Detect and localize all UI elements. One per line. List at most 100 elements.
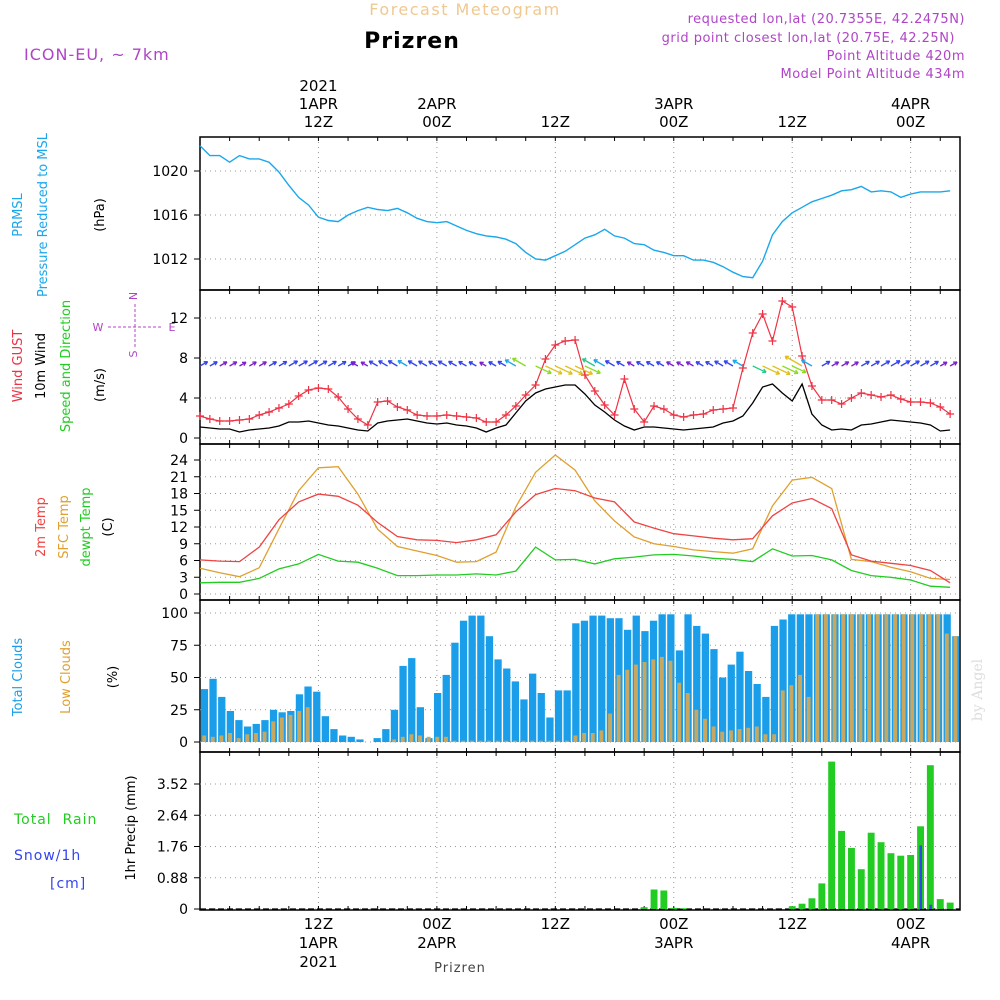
rain-bar <box>946 902 954 909</box>
temp-2m-line <box>199 487 951 584</box>
low-cloud-bar <box>815 614 820 742</box>
top-time-label: 12Z <box>541 113 570 131</box>
low-cloud-bar <box>297 711 302 742</box>
gust-marker <box>521 391 530 399</box>
y-tick-label: 12 <box>170 311 188 327</box>
y-tick-label: 6 <box>179 554 188 570</box>
low-cloud-bar <box>720 731 725 742</box>
wind-arrow-head <box>368 360 374 365</box>
wind-arrow-head <box>322 360 328 365</box>
rain-label: Total Rain <box>13 812 97 828</box>
total-cloud-bar <box>459 620 468 742</box>
low-cloud-bar <box>737 729 742 742</box>
wind-arrow <box>616 360 625 367</box>
total-cloud-bar <box>580 620 589 742</box>
low-cloud-bar <box>884 614 889 742</box>
wind-arrow-head <box>488 361 493 366</box>
wind-arrow <box>488 361 497 367</box>
wind-arrow-shaft <box>880 360 891 367</box>
wind-arrow <box>448 360 457 367</box>
wind-arrow-shaft <box>368 360 378 367</box>
y-tick-label: 0 <box>179 587 188 603</box>
wind-arrow-shaft <box>636 361 645 367</box>
wind-arrow <box>308 360 319 367</box>
wind-arrow-head <box>905 360 911 365</box>
low-cloud-bar <box>634 664 638 742</box>
low-cloud-bar <box>530 740 535 742</box>
gust-marker <box>778 297 787 305</box>
gust-marker <box>807 382 816 390</box>
gust-marker <box>413 411 422 419</box>
wind-arrow <box>831 361 840 367</box>
rain-bar <box>838 830 845 909</box>
wind-arrow-head <box>479 361 484 367</box>
wind-arrow <box>762 365 781 375</box>
low-cloud-bar <box>832 614 837 742</box>
wind-arrow-head <box>407 360 413 365</box>
gust-marker <box>472 414 481 422</box>
gust-marker <box>442 411 451 419</box>
wind-arrow-head <box>915 360 920 365</box>
wind-arrow-head <box>547 369 552 375</box>
bottom-time-label: 12Z <box>778 915 807 933</box>
low-cloud-bar <box>668 660 673 742</box>
wind-arrow <box>666 361 675 367</box>
wind-arrow-head <box>378 360 383 365</box>
wind-arrow <box>337 360 347 367</box>
footer-location: Prizren <box>434 961 486 976</box>
dir-label: Speed and Direction <box>59 300 74 432</box>
wind-arrow-head <box>497 360 502 366</box>
total-cloud-bar <box>347 736 355 742</box>
wind-arrow-shaft <box>870 360 880 367</box>
wind-arrow <box>910 360 920 367</box>
wind-arrow-head <box>437 360 443 365</box>
wind-arrow <box>458 360 467 367</box>
wind-arrow-head <box>341 360 347 366</box>
rain-bar <box>926 765 934 909</box>
total-cloud-bar <box>209 678 217 742</box>
low-cloud-bar <box>564 740 569 742</box>
y-tick-label: 2.64 <box>157 808 188 824</box>
wind-arrow <box>497 360 507 367</box>
low-cloud-bar <box>849 614 854 742</box>
low-cloud-bar <box>202 735 207 742</box>
wind-arrow-shaft <box>784 355 803 367</box>
gust-marker <box>906 398 915 406</box>
gust-marker <box>432 412 441 420</box>
wind-arrow-head <box>596 369 601 375</box>
wind-arrow <box>350 361 359 367</box>
wind-arrow-head <box>272 361 278 366</box>
wind-label: 10m Wind <box>34 333 49 399</box>
low-cloud-bar <box>487 740 492 742</box>
wind-arrow <box>278 360 288 367</box>
gust-marker <box>610 411 619 419</box>
dewpt-line <box>199 546 951 588</box>
point-altitude: Point Altitude 420m <box>827 49 965 64</box>
wind-arrow <box>900 360 911 367</box>
rain-bar <box>828 761 836 909</box>
pressure-line <box>199 145 951 279</box>
total-cloud-bar <box>339 735 347 742</box>
gust-marker <box>788 303 797 311</box>
low-cloud-bar <box>409 734 414 742</box>
gust-marker <box>284 400 293 408</box>
total-cloud-bar <box>494 659 502 742</box>
gust-marker <box>353 415 362 423</box>
wind-arrow-head <box>448 360 453 366</box>
gust-marker <box>768 337 777 345</box>
wind-arrow-head <box>468 361 474 366</box>
gust-marker <box>669 411 678 419</box>
wind-arrow <box>636 360 645 367</box>
total-cloud-bar <box>701 633 709 742</box>
y-tick-label: 75 <box>170 638 188 654</box>
total-cloud-bar <box>753 684 761 742</box>
wind-arrow-head <box>428 360 433 366</box>
bottom-time-label: 12Z <box>541 915 570 933</box>
low-cloud-bar <box>452 740 457 742</box>
wind-arrow <box>920 360 930 367</box>
total-cloud-bar <box>520 699 528 742</box>
bottom-time-label: 1APR <box>299 934 338 952</box>
y-tick-label: 25 <box>170 703 188 719</box>
low-cloud-bar <box>228 733 232 742</box>
rain-bar <box>877 842 885 909</box>
